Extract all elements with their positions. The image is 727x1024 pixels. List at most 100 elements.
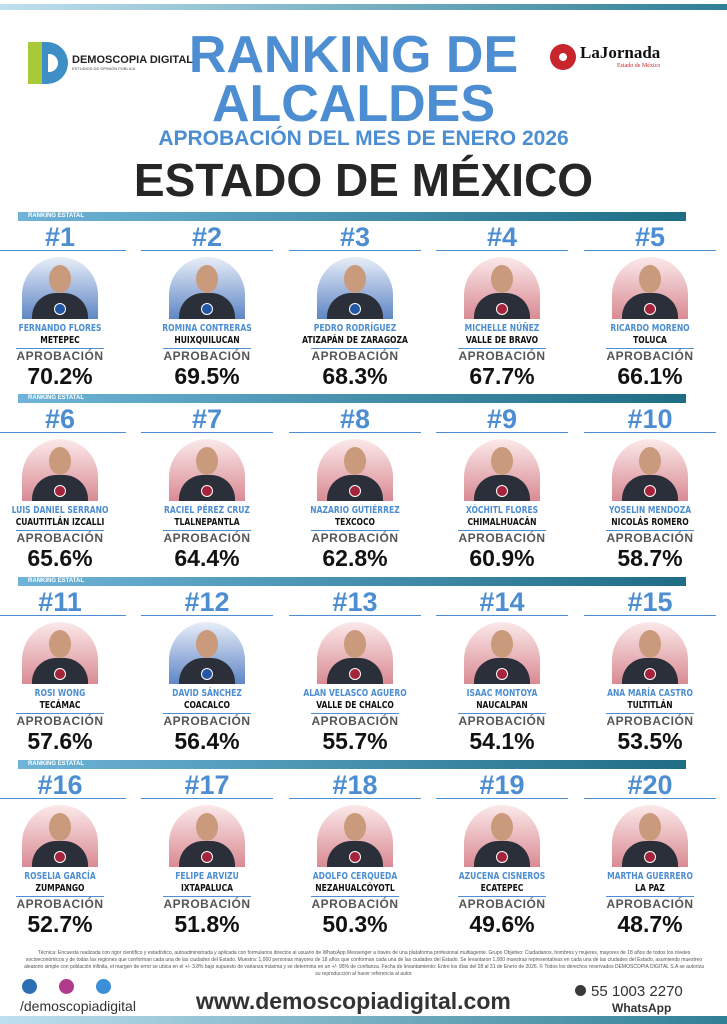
party-logo-icon: [644, 851, 656, 863]
approval-value: 56.4%: [174, 728, 240, 754]
person-head: [196, 630, 218, 658]
mayor-name: RICARDO MORENO: [610, 323, 690, 334]
person-head: [344, 447, 366, 475]
rank-number: #13: [332, 587, 378, 617]
person-head: [344, 630, 366, 658]
approval-value: 49.6%: [469, 911, 535, 937]
mayor-photo: [317, 439, 393, 501]
twitter-icon[interactable]: [96, 979, 111, 994]
approval-label: APROBACIÓN: [16, 713, 104, 728]
municipality: TEXCOCO: [334, 517, 376, 528]
divider: [141, 798, 273, 799]
divider: [0, 798, 126, 799]
approval-label: APROBACIÓN: [163, 530, 251, 545]
municipality: ZUMPANGO: [35, 883, 85, 894]
mayor-card: #17 FELIPE ARVIZU IXTAPALUCA APROBACIÓN …: [137, 772, 277, 936]
party-logo-icon: [496, 485, 508, 497]
approval-value: 52.7%: [27, 911, 93, 937]
mayor-card: #12 DAVID SÁNCHEZ COACALCO APROBACIÓN 56…: [137, 587, 277, 754]
rank-number: #12: [184, 587, 230, 617]
mayor-photo: [317, 805, 393, 867]
person-head: [639, 813, 661, 841]
mayor-name: MICHELLE NÚÑEZ: [464, 323, 540, 334]
mayor-card: #6 LUIS DANIEL SERRANO CUAUTITLÁN IZCALL…: [0, 406, 130, 570]
mayor-name: ALAN VELASCO AGUERO: [303, 688, 407, 699]
person-head: [49, 447, 71, 475]
rank-number: #15: [627, 587, 673, 617]
facebook-icon[interactable]: [22, 979, 37, 994]
mayor-card: #1 FERNANDO FLORES METEPEC APROBACIÓN 70…: [0, 224, 130, 389]
divider: [141, 250, 273, 251]
ranking-banner: RANKING ESTATAL: [18, 577, 686, 586]
mayor-card: #3 PEDRO RODRÍGUEZ ATIZAPÁN DE ZARAGOZA …: [285, 224, 425, 388]
demoscopia-logo-mark: [28, 42, 68, 84]
mayor-card: #18 ADOLFO CERQUEDA NEZAHUALCÓYOTL APROB…: [285, 770, 425, 936]
whatsapp-label: WhatsApp: [612, 1001, 672, 1015]
banner-label: RANKING ESTATAL: [28, 761, 84, 767]
person-head: [491, 630, 513, 658]
banner-label: RANKING ESTATAL: [28, 578, 84, 584]
divider: [436, 615, 568, 616]
party-logo-icon: [201, 851, 213, 863]
municipality: TECÁMAC: [39, 700, 81, 711]
mayor-card: #16 ROSELIA GARCÍA ZUMPANGO APROBACIÓN 5…: [0, 770, 130, 937]
party-logo-icon: [644, 668, 656, 680]
person-head: [491, 813, 513, 841]
approval-label: APROBACIÓN: [16, 530, 104, 545]
mayor-card: #14 ISAAC MONTOYA NAUCALPAN APROBACIÓN 5…: [432, 589, 572, 753]
mayor-card: #15 ANA MARÍA CASTRO TULTITLÁN APROBACIÓ…: [580, 587, 720, 754]
instagram-icon[interactable]: [59, 979, 74, 994]
sun-icon: [550, 44, 576, 70]
mayor-card: #20 MARTHA GUERRERO LA PAZ APROBACIÓN 48…: [580, 770, 720, 936]
person-head: [491, 265, 513, 293]
person-head: [639, 447, 661, 475]
banner-label: RANKING ESTATAL: [28, 395, 84, 401]
approval-value: 53.5%: [617, 728, 683, 754]
party-logo-icon: [349, 485, 361, 497]
approval-value: 70.2%: [27, 363, 93, 389]
demoscopia-logo: DEMOSCOPIA DIGITAL ESTUDIOS DE OPINIÓN PÚ…: [28, 42, 193, 84]
mayor-card: #8 NAZARIO GUTIÉRREZ TEXCOCO APROBACIÓN …: [285, 406, 425, 570]
approval-value: 55.7%: [322, 728, 388, 754]
municipality: TOLUCA: [633, 335, 667, 346]
party-logo-icon: [496, 303, 508, 315]
rank-number: #18: [332, 770, 378, 800]
approval-label: APROBACIÓN: [458, 348, 546, 363]
mayor-name: XÓCHITL FLORES: [465, 505, 539, 516]
divider: [436, 432, 568, 433]
divider: [289, 615, 421, 616]
approval-label: APROBACIÓN: [16, 896, 104, 911]
rank-number: #16: [37, 770, 83, 800]
person-head: [639, 630, 661, 658]
approval-label: APROBACIÓN: [311, 530, 399, 545]
mayor-photo: [22, 805, 98, 867]
rank-number: #19: [479, 770, 525, 800]
mayor-name: AZUCENA CISNEROS: [458, 871, 546, 882]
party-logo-icon: [201, 668, 213, 680]
title-line-2: ALCALDES: [211, 75, 496, 133]
mayor-photo: [169, 622, 245, 684]
municipality: CHIMALHUACÁN: [467, 517, 537, 528]
divider: [0, 615, 126, 616]
divider: [584, 615, 716, 616]
municipality: ATIZAPÁN DE ZARAGOZA: [302, 335, 408, 346]
approval-label: APROBACIÓN: [458, 896, 546, 911]
logo-right-sub: Estado de México: [616, 63, 661, 69]
municipality: METEPEC: [40, 335, 80, 346]
website-link[interactable]: www.demoscopiadigital.com: [196, 988, 511, 1014]
rank-number: #20: [627, 770, 673, 800]
party-logo-icon: [54, 485, 66, 497]
municipality: NEZAHUALCÓYOTL: [315, 883, 395, 894]
party-logo-icon: [496, 668, 508, 680]
divider: [141, 615, 273, 616]
approval-label: APROBACIÓN: [606, 896, 694, 911]
approval-label: APROBACIÓN: [311, 348, 399, 363]
mayor-photo: [169, 257, 245, 319]
party-logo-icon: [54, 851, 66, 863]
approval-label: APROBACIÓN: [606, 713, 694, 728]
person-head: [196, 447, 218, 475]
methodology-note: Técnica: Encuesta realizada con rigor ci…: [24, 950, 704, 977]
divider: [584, 250, 716, 251]
logo-left-text: DEMOSCOPIA DIGITAL: [72, 54, 193, 66]
rank-number: #11: [38, 587, 82, 617]
